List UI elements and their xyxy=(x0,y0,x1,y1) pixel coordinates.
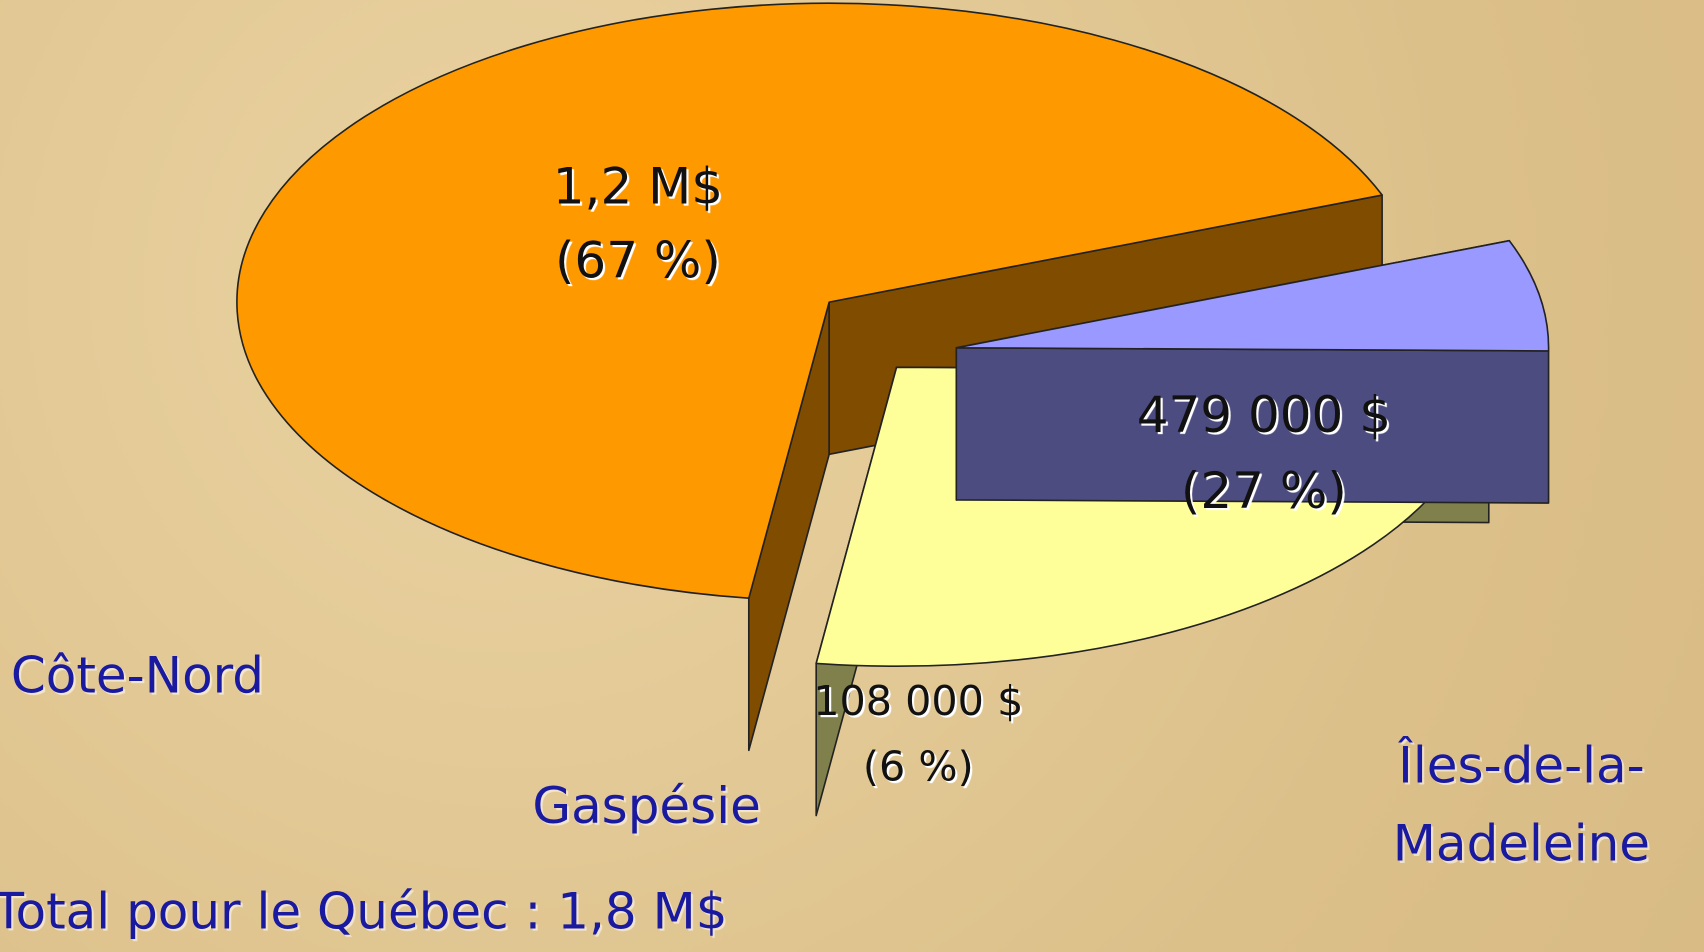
amount-label: 108 000 $ xyxy=(813,677,1023,725)
value-label: (67 %) xyxy=(555,232,721,290)
category-label: Gaspésie xyxy=(532,777,761,835)
amount-label: 479 000 $ xyxy=(1137,386,1391,444)
annotation: Total pour le Québec : 1,8 M$ xyxy=(0,883,727,941)
slice xyxy=(955,239,1550,352)
pie xyxy=(236,2,1550,817)
amount-label: 1,2 M$ xyxy=(553,158,723,216)
category-label-box: Îles-de-la-Madeleine xyxy=(1392,735,1651,873)
slice xyxy=(236,2,1383,600)
value-label: (6 %) xyxy=(863,742,974,790)
category-label: Îles-de-la-Madeleine xyxy=(1392,735,1651,873)
category-label: Côte-Nord xyxy=(11,647,264,705)
value-label: (27 %) xyxy=(1181,462,1347,520)
